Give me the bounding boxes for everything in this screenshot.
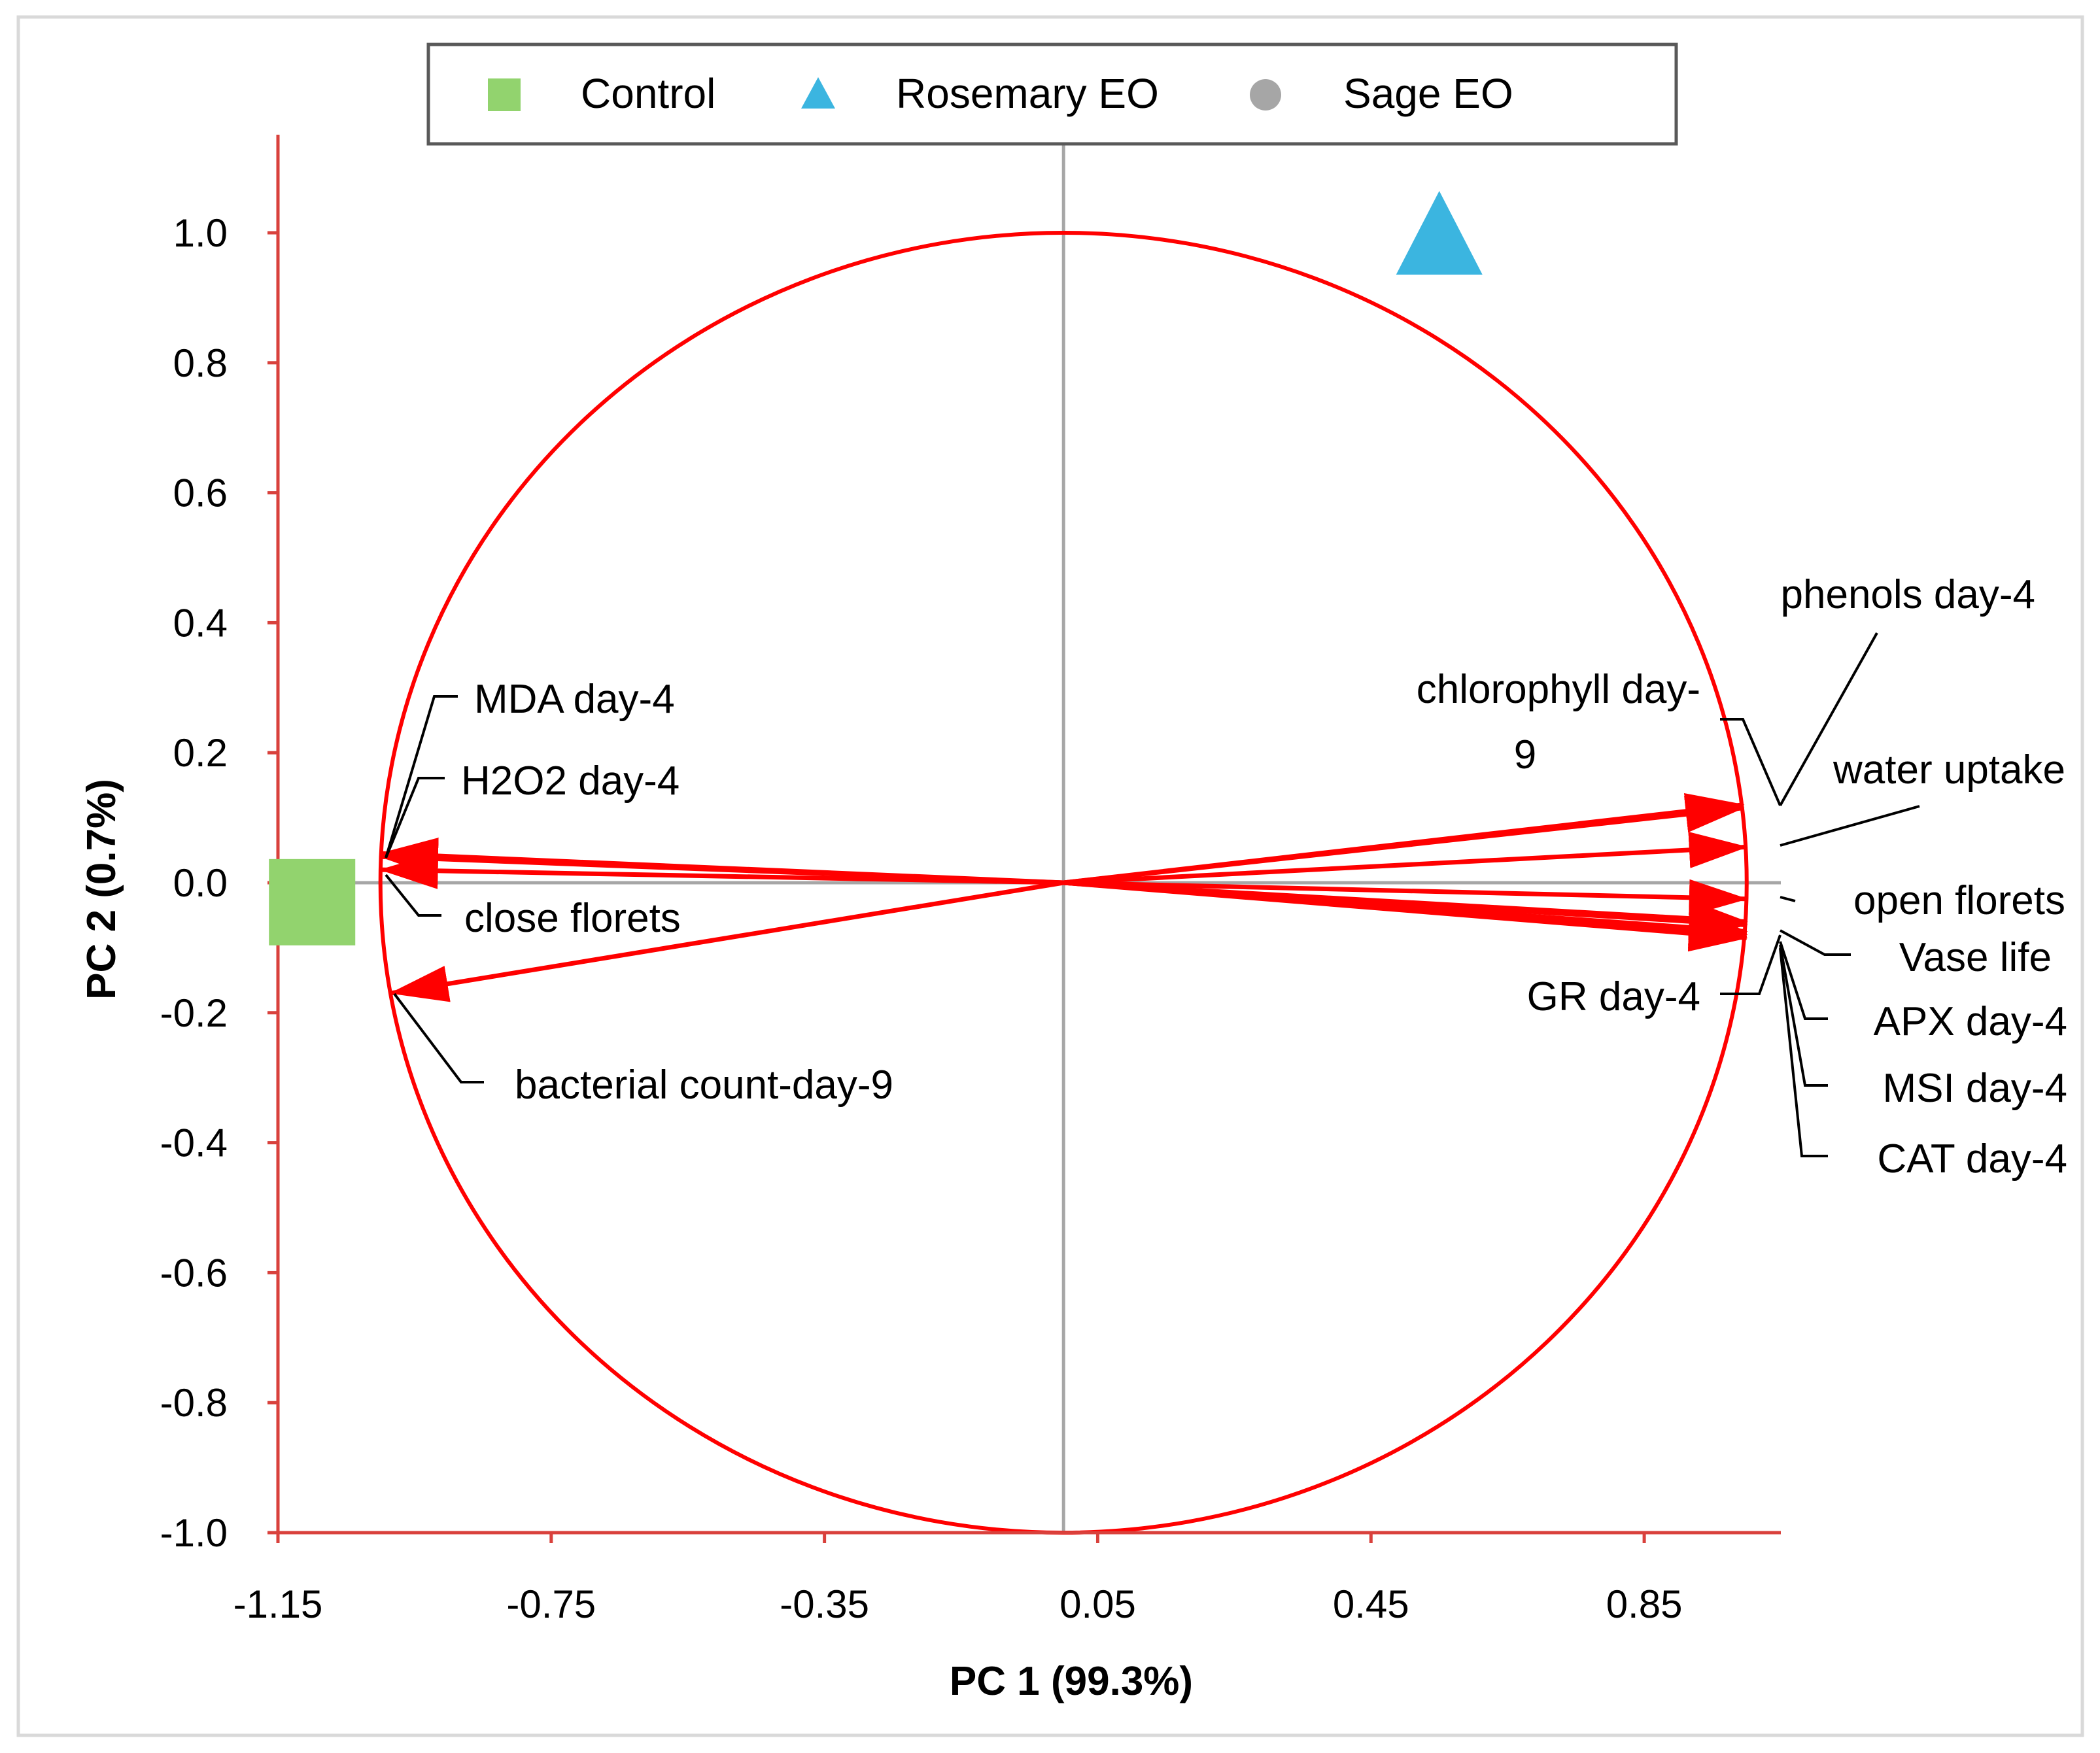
legend-sage-label: Sage EO — [1343, 70, 1513, 117]
x-tick-label: 0.05 — [1059, 1582, 1136, 1626]
x-axis-title: PC 1 (99.3%) — [950, 1659, 1193, 1704]
loading-label-h2o2-day-4: H2O2 day-4 — [461, 758, 680, 804]
leader-line-bacterial-count-day-9 — [393, 993, 484, 1083]
x-tick-label: 0.85 — [1606, 1582, 1683, 1626]
loading-label-cat-day-4: CAT day-4 — [1877, 1136, 2067, 1182]
leader-line-vase-life — [1780, 929, 1851, 956]
leader-line-water-uptake — [1780, 805, 1920, 847]
legend-rosemary-label: Rosemary EO — [896, 70, 1159, 117]
y-tick-label: 0.4 — [173, 601, 228, 645]
x-tick-label: -0.75 — [506, 1582, 596, 1626]
y-tick-label: -0.6 — [160, 1251, 228, 1295]
legend-control-label: Control — [581, 70, 715, 117]
y-tick-label: 0.0 — [173, 861, 228, 905]
rosemary-eo-point — [1396, 191, 1483, 275]
leader-line-chlorophyll-day-9 — [1720, 718, 1782, 806]
leader-line-msi-day-4 — [1779, 944, 1828, 1087]
y-tick-label: 0.6 — [173, 471, 228, 515]
y-axis-title: PC 2 (0.7%) — [79, 779, 124, 1000]
loading-arrow-cat-day-4 — [1063, 880, 1748, 952]
legend-control-marker — [488, 78, 521, 111]
y-tick-label: -0.2 — [160, 991, 228, 1035]
loading-label-phenols-day-4: phenols day-4 — [1781, 572, 2036, 617]
leader-line-phenols-day-4 — [1779, 632, 1878, 806]
leader-line-cat-day-4 — [1779, 947, 1828, 1157]
x-tick-label: 0.45 — [1333, 1582, 1409, 1626]
loading-arrow-chlorophyll-day-9 — [1063, 796, 1745, 885]
legend: Control Rosemary EO Sage EO — [426, 43, 1678, 146]
loading-arrow-water-uptake — [1063, 831, 1748, 885]
loading-label-gr-day-4: GR day-4 — [1527, 974, 1700, 1019]
leader-line-h2o2-day-4 — [385, 777, 445, 859]
chart-border — [16, 15, 2084, 1737]
score-points — [269, 191, 1483, 945]
loading-label-chlorophyll-day-9: chlorophyll day-9 — [1417, 667, 1700, 777]
loading-arrows — [379, 792, 1748, 1002]
leader-line-apx-day-4 — [1779, 941, 1828, 1020]
legend-box — [426, 43, 1678, 146]
control-point — [269, 859, 356, 945]
loading-label-apx-day-4: APX day-4 — [1874, 999, 2067, 1044]
y-tick-label: 1.0 — [173, 211, 228, 255]
loading-arrow-bacterial-count-day-9 — [389, 880, 1064, 1002]
loading-label-bacterial-count-day-9: bacterial count-day-9 — [515, 1063, 893, 1108]
loading-arrow-close-florets — [379, 852, 1064, 889]
x-tick-label: -1.15 — [233, 1582, 323, 1626]
legend-rosemary-marker — [801, 77, 835, 109]
y-tick-label: 0.8 — [173, 341, 228, 385]
y-tick-label: -0.4 — [160, 1121, 228, 1165]
loading-arrow-open-florets — [1063, 879, 1748, 916]
leader-line-open-florets — [1780, 896, 1796, 902]
label-leader-lines — [385, 632, 1920, 1157]
y-tick-label: -1.0 — [160, 1511, 228, 1555]
x-tick-label: -0.35 — [780, 1582, 869, 1626]
leader-line-gr-day-4 — [1720, 934, 1782, 995]
y-tick-label: -0.8 — [160, 1381, 228, 1425]
loading-label-vase-life: Vase life — [1899, 935, 2052, 980]
loading-labels: MDA day-4 H2O2 day-4 close florets bacteria… — [461, 572, 2067, 1182]
axes: 1.0 0.8 0.6 0.4 0.2 0.0 -0.2 -0.4 -0.6 -0.8 -1.0-1… — [160, 135, 1781, 1626]
loading-label-water-uptake: water uptake — [1833, 747, 2065, 792]
loading-label-close-florets: close florets — [464, 896, 681, 941]
y-tick-label: 0.2 — [173, 731, 228, 775]
loading-label-mda-day-4: MDA day-4 — [474, 677, 675, 722]
legend-sage-marker — [1250, 79, 1281, 111]
loading-label-msi-day-4: MSI day-4 — [1882, 1066, 2067, 1111]
loading-label-open-florets: open florets — [1853, 878, 2065, 923]
leader-line-mda-day-4 — [385, 695, 458, 859]
leader-line-close-florets — [385, 874, 441, 917]
